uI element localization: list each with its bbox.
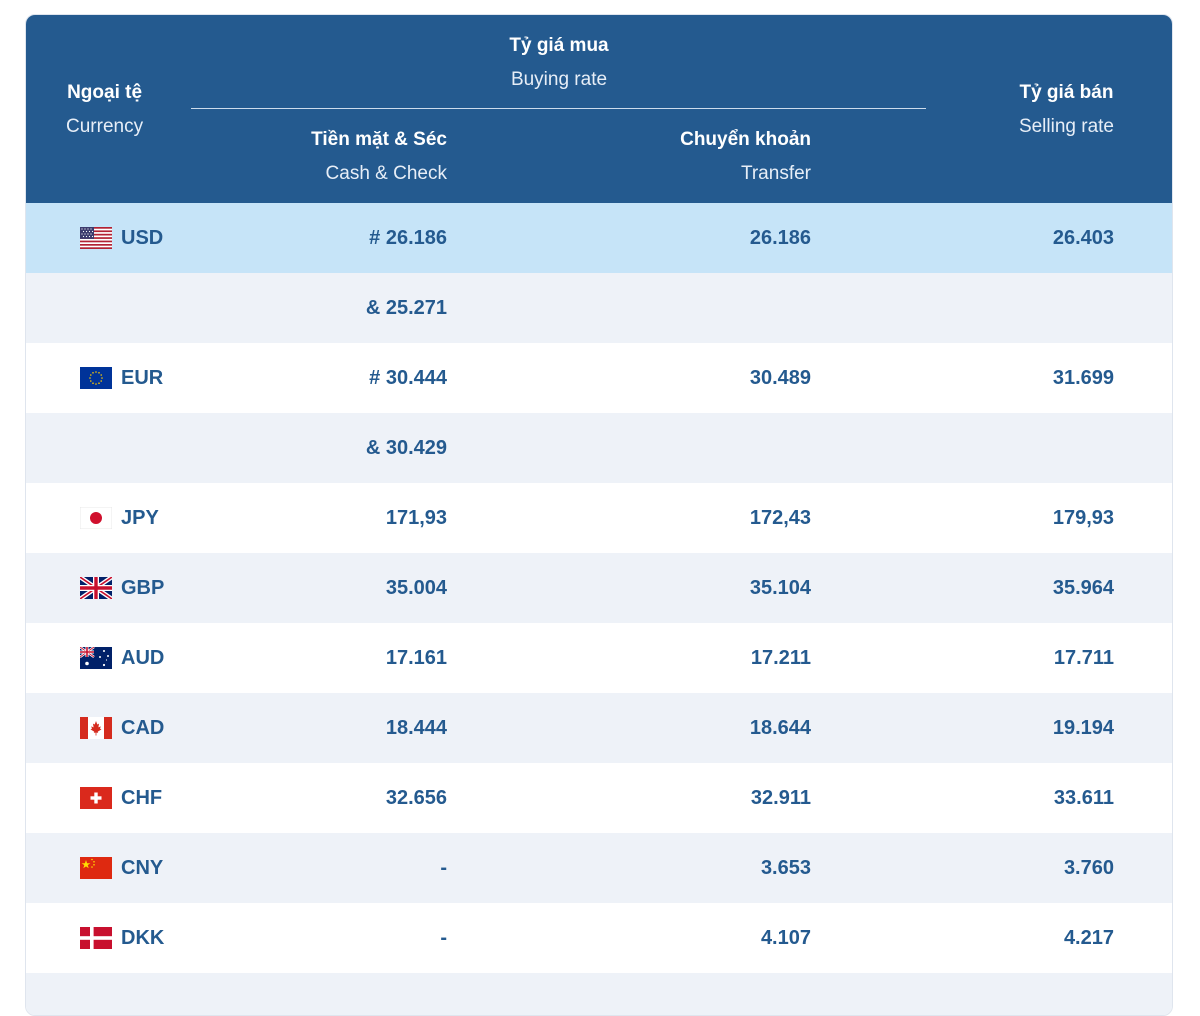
selling-rate: 4.217: [1063, 927, 1114, 949]
currency-code: DKK: [121, 927, 165, 949]
transfer-rate: 3.653: [760, 857, 811, 879]
header-cash-check: Tiền mặt & Séc Cash & Check: [311, 130, 447, 183]
table-row[interactable]: [26, 973, 1172, 1015]
currency-code: AUD: [121, 647, 165, 669]
transfer-rate: 26.186: [749, 227, 811, 249]
selling-rate: 3.760: [1063, 857, 1114, 879]
table-header: Ngoại tệ Currency Tỷ giá mua Buying rate…: [26, 15, 1172, 203]
currency-code: CAD: [121, 717, 165, 739]
jp-flag-icon: [80, 507, 112, 529]
header-transfer-en: Transfer: [740, 163, 811, 184]
currency-cell: CAD: [80, 693, 164, 763]
transfer-rate: 35.104: [749, 577, 811, 599]
selling-rate: 179,93: [1052, 507, 1114, 529]
header-buying-en: Buying rate: [510, 69, 608, 90]
table-row[interactable]: GBP 35.004 35.104 35.964: [26, 553, 1172, 623]
selling-rate: 35.964: [1052, 577, 1114, 599]
transfer-rate: 18.644: [749, 717, 811, 739]
currency-cell: EUR: [80, 343, 163, 413]
cash-rate: 18.444: [385, 717, 447, 739]
table-row[interactable]: CAD 18.444 18.644 19.194: [26, 693, 1172, 763]
currency-code: JPY: [121, 507, 159, 529]
currency-cell: JPY: [80, 483, 159, 553]
table-row[interactable]: & 30.429: [26, 413, 1172, 483]
cash-rate: 35.004: [385, 577, 447, 599]
cash-rate: 32.656: [385, 787, 447, 809]
ch-flag-icon: [80, 787, 112, 809]
currency-cell: CNY: [80, 833, 163, 903]
selling-rate: 26.403: [1052, 227, 1114, 249]
currency-cell: GBP: [80, 553, 164, 623]
cash-rate: & 30.429: [365, 437, 447, 459]
currency-code: CNY: [121, 857, 164, 879]
currency-cell: AUD: [80, 623, 164, 693]
cash-rate: -: [440, 927, 447, 949]
header-currency: Ngoại tệ Currency: [66, 83, 143, 136]
selling-rate: 17.711: [1053, 647, 1114, 669]
table-row[interactable]: USD # 26.186 26.186 26.403: [26, 203, 1172, 273]
transfer-rate: 4.107: [760, 927, 811, 949]
table-row[interactable]: CNY - 3.653 3.760: [26, 833, 1172, 903]
transfer-rate: 32.911: [750, 787, 811, 809]
cash-rate: -: [440, 857, 447, 879]
dk-flag-icon: [80, 927, 112, 949]
gb-flag-icon: [80, 577, 112, 599]
currency-cell: DKK: [80, 903, 164, 973]
transfer-rate: 17.211: [750, 647, 811, 669]
selling-rate: 19.194: [1052, 717, 1114, 739]
header-buying-vi: Tỷ giá mua: [509, 35, 609, 56]
header-transfer: Chuyển khoản Transfer: [680, 130, 811, 183]
header-cash-vi: Tiền mặt & Séc: [311, 129, 447, 150]
table-row[interactable]: CHF 32.656 32.911 33.611: [26, 763, 1172, 833]
header-buying-rate: Tỷ giá mua Buying rate: [26, 36, 1092, 89]
currency-code: CHF: [121, 787, 163, 809]
currency-cell: CHF: [80, 763, 162, 833]
cash-rate: # 30.444: [369, 367, 447, 389]
cash-rate: 171,93: [385, 507, 447, 529]
table-row[interactable]: DKK - 4.107 4.217: [26, 903, 1172, 973]
table-row[interactable]: & 25.271: [26, 273, 1172, 343]
currency-code: USD: [121, 227, 164, 249]
us-flag-icon: [80, 227, 112, 249]
cash-rate: 17.161: [385, 647, 447, 669]
transfer-rate: 30.489: [749, 367, 811, 389]
header-cash-en: Cash & Check: [325, 163, 447, 184]
table-body: USD # 26.186 26.186 26.403 & 25.271: [26, 203, 1172, 1015]
table-row[interactable]: EUR # 30.444 30.489 31.699: [26, 343, 1172, 413]
exchange-rate-table: Ngoại tệ Currency Tỷ giá mua Buying rate…: [25, 14, 1173, 1016]
selling-rate: 31.699: [1052, 367, 1114, 389]
header-currency-en: Currency: [66, 116, 144, 137]
header-currency-vi: Ngoại tệ: [67, 82, 143, 103]
currency-code: GBP: [121, 577, 165, 599]
currency-code: EUR: [121, 367, 164, 389]
cash-rate: & 25.271: [365, 297, 447, 319]
header-divider: [191, 108, 926, 109]
ca-flag-icon: [80, 717, 112, 739]
header-selling-rate: Tỷ giá bán Selling rate: [1019, 83, 1114, 136]
au-flag-icon: [80, 647, 112, 669]
cash-rate: # 26.186: [369, 227, 447, 249]
transfer-rate: 172,43: [749, 507, 811, 529]
table-row[interactable]: JPY 171,93 172,43 179,93: [26, 483, 1172, 553]
header-transfer-vi: Chuyển khoản: [680, 129, 811, 150]
cn-flag-icon: [80, 857, 112, 879]
header-selling-vi: Tỷ giá bán: [1019, 82, 1114, 103]
currency-cell: USD: [80, 203, 163, 273]
eu-flag-icon: [80, 367, 112, 389]
table-row[interactable]: AUD 17.161 17.211 17.711: [26, 623, 1172, 693]
header-selling-en: Selling rate: [1018, 116, 1114, 137]
selling-rate: 33.611: [1053, 787, 1114, 809]
